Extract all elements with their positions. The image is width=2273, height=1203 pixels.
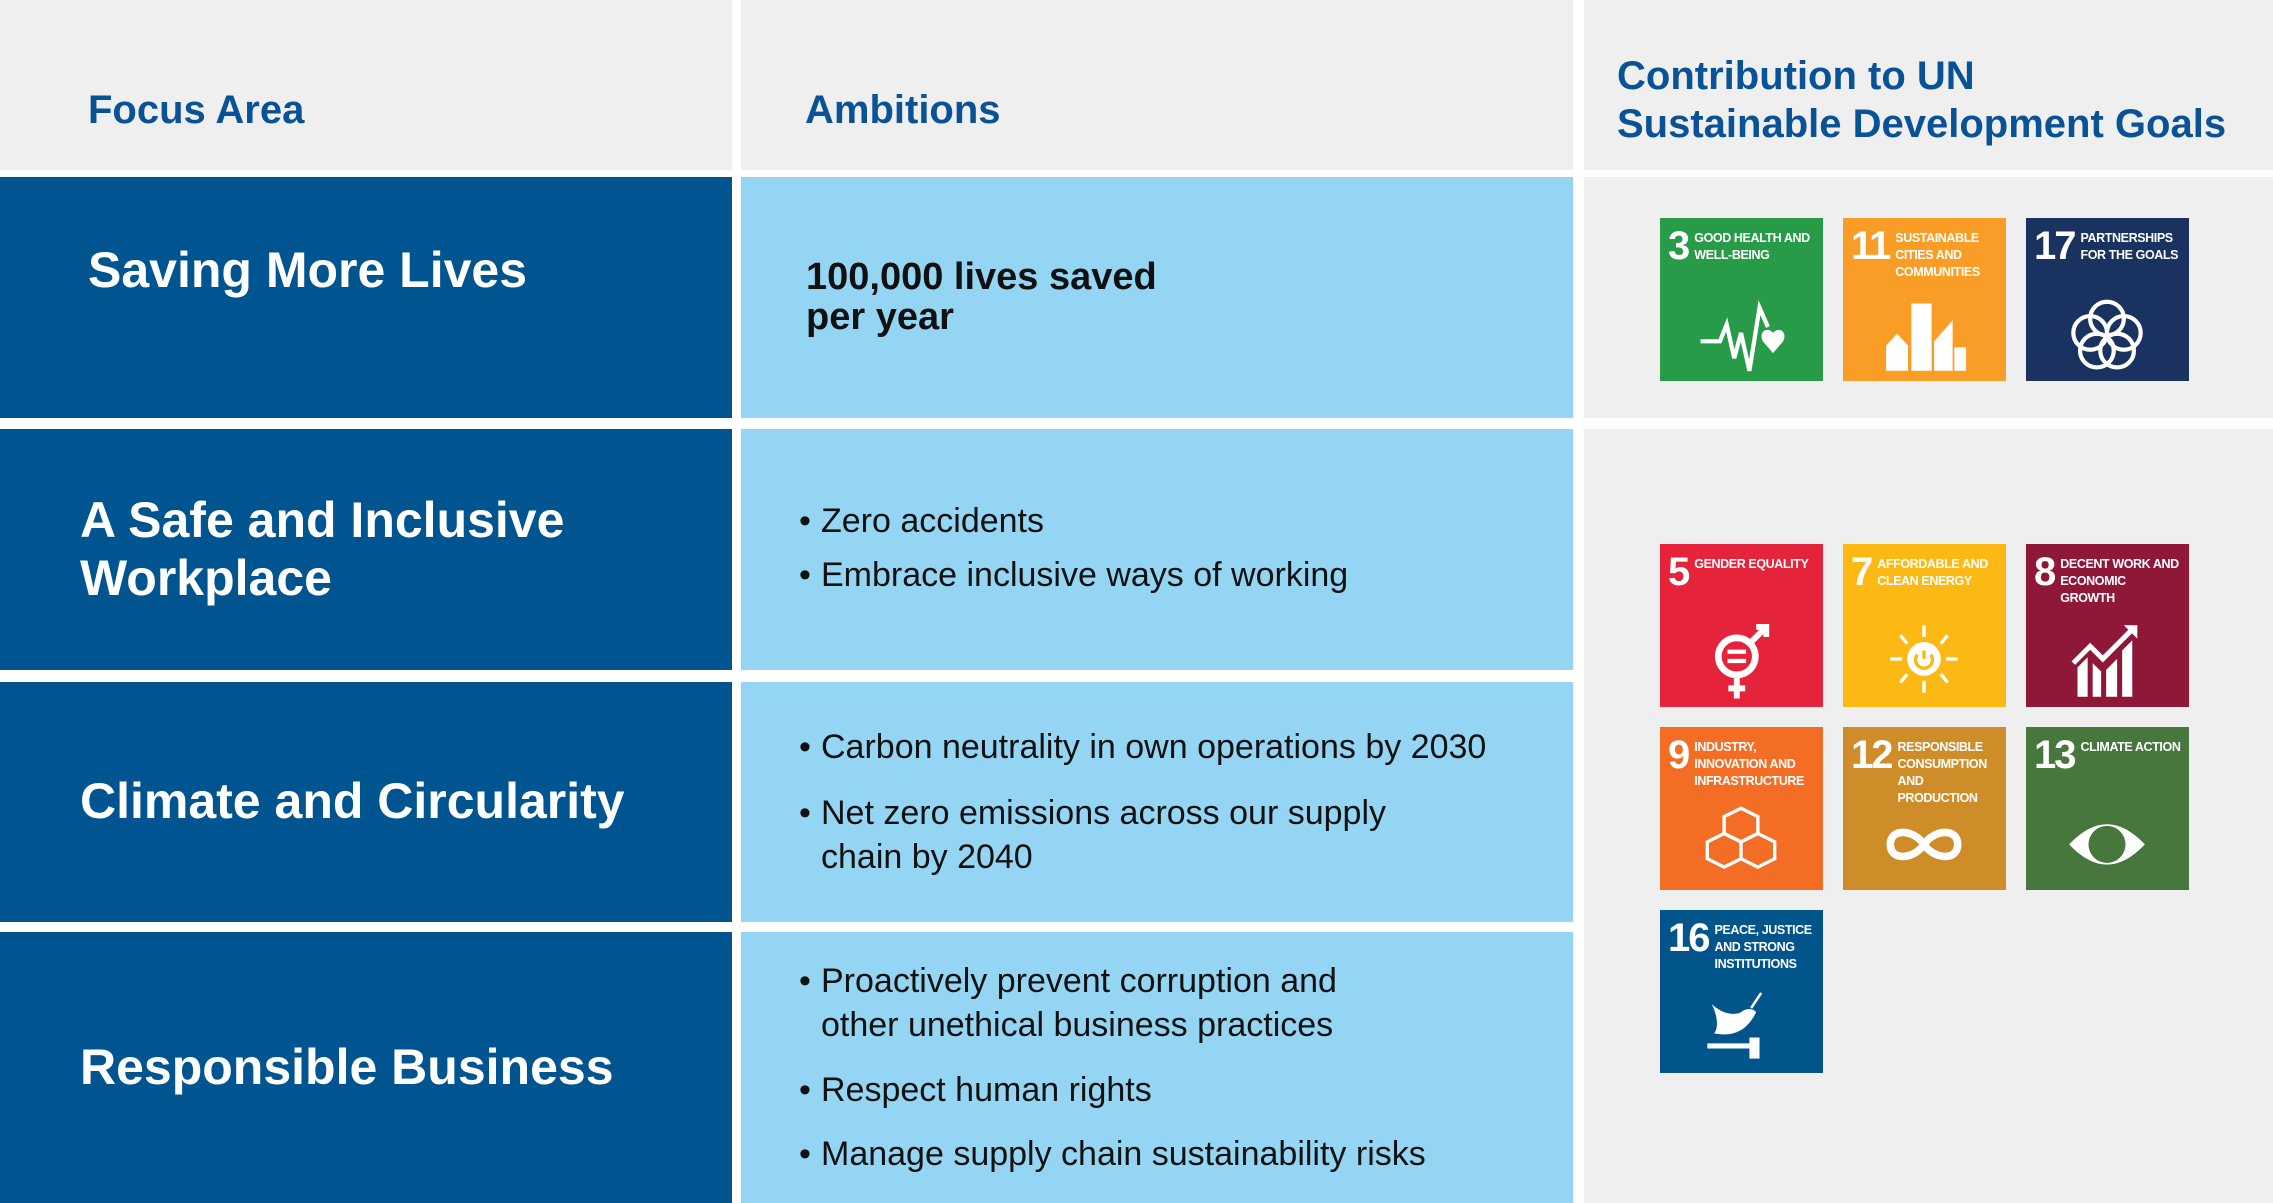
infinity-icon [1886,828,1962,861]
sdg-tile-header: 11 Sustainable cities and communities [1851,224,2000,281]
ambition-bullet: Respect human rights [799,1068,1573,1112]
sdg-tile-header: 12 Responsible consumption and production [1851,733,2000,807]
sdg-tile-header: 13 Climate action [2034,733,2183,777]
sdg-tile-3: 3 Good health and well-being [1660,218,1823,381]
sun-power-icon [1890,625,1958,693]
focus-title: A Safe and Inclusive Workplace [80,492,565,606]
sdg-label: Climate action [2080,740,2181,754]
sdg-tile-header: 16 Peace, justice and strong institutions [1668,916,1817,973]
focus-title: Saving More Lives [88,242,528,298]
sdg-label: Decent work and economic growth [2060,557,2179,605]
sdg-label: Partnerships for the goals [2080,231,2179,262]
ambition-safe-inclusive-workplace: Zero accidents Embrace inclusive ways of … [741,429,1573,670]
sdg-label: Gender equality [1694,557,1809,571]
ambition-text: 100,000 lives saved [806,255,1157,298]
header-label: Ambitions [805,88,1001,132]
ambition-bullet: Embrace inclusive ways of working [799,553,1573,597]
ambition-bullet: Zero accidents [799,499,1573,543]
header-focus-area: Focus Area [0,0,732,170]
sdg-tile-header: 7 Affordable and clean energy [1851,550,2000,594]
sdg-number: 16 [1668,916,1710,960]
sdg-number: 5 [1668,550,1690,594]
focus-safe-inclusive-workplace: A Safe and Inclusive Workplace [0,429,732,670]
sdg-number: 13 [2034,733,2076,777]
sdg-tile-header: 17 Partnerships for the goals [2034,224,2183,268]
focus-saving-more-lives: Saving More Lives [0,177,732,418]
sdg-label: Good health and well-being [1694,231,1810,262]
cubes-icon [1705,806,1777,870]
sdg-tile-5: 5 Gender equality [1660,544,1823,707]
sdg-tile-header: 8 Decent work and economic growth [2034,550,2183,607]
sdg-tile-7: 7 Affordable and clean energy [1843,544,2006,707]
sdg-number: 7 [1851,550,1873,594]
city-icon [1886,303,1967,371]
focus-climate-circularity: Climate and Circularity [0,682,732,922]
sdg-number: 12 [1851,733,1893,777]
heartbeat-icon [1700,300,1785,372]
focus-title: Responsible Business [80,1038,614,1095]
ambition-saving-more-lives: 100,000 lives saved per year [741,177,1573,418]
sdg-label: Affordable and clean energy [1877,557,1988,588]
header-sdg: Contribution to UN Sustainable Developmen… [1584,0,2273,170]
sdg-tile-11: 11 Sustainable cities and communities [1843,218,2006,381]
sdg-tile-13: 13 Climate action [2026,727,2189,890]
sdg-label: Industry, innovation and infrastructure [1694,740,1804,788]
dove-gavel-icon [1707,992,1763,1059]
sdg-label: Peace, justice and strong institutions [1714,923,1813,971]
sdg-tile-12: 12 Responsible consumption and production [1843,727,2006,890]
ambition-bullet: Net zero emissions across our supply cha… [799,791,1439,879]
header-ambitions: Ambitions [741,0,1573,170]
header-label-line2: Sustainable Development Goals [1617,102,2227,146]
sdg-number: 3 [1668,224,1690,268]
sdg-label: Sustainable cities and communities [1895,231,1980,279]
sdg-tile-header: 5 Gender equality [1668,550,1817,594]
ambition-climate-circularity: Carbon neutrality in own operations by 2… [741,682,1573,922]
partnership-rings-icon [2071,299,2143,370]
ambition-bullet: Proactively prevent corruption and other… [799,959,1359,1047]
gender-equality-icon [1714,623,1770,699]
sdg-tile-header: 3 Good health and well-being [1668,224,1817,268]
header-label-line1: Contribution to UN [1617,54,1975,98]
sdg-number: 17 [2034,224,2076,268]
header-label: Focus Area [88,88,305,132]
sdg-label: Responsible consumption and production [1897,740,1988,805]
sdg-number: 9 [1668,733,1690,777]
sdg-number: 11 [1851,224,1891,268]
focus-responsible-business: Responsible Business [0,932,732,1203]
ambition-text: per year [806,295,954,338]
sdg-tile-8: 8 Decent work and economic growth [2026,544,2189,707]
sdg-tile-header: 9 Industry, innovation and infrastructure [1668,733,1817,790]
ambition-responsible-business: Proactively prevent corruption and other… [741,932,1573,1203]
sdg-number: 8 [2034,550,2056,594]
header-label: Contribution to UN Sustainable Developmen… [1617,52,2226,148]
focus-title: Climate and Circularity [80,773,625,830]
ambition-bullet: Carbon neutrality in own operations by 2… [799,725,1539,769]
sdg-tile-17: 17 Partnerships for the goals [2026,218,2189,381]
ambition-bullet: Manage supply chain sustainability risks [799,1132,1573,1176]
sdg-tile-16: 16 Peace, justice and strong institutions [1660,910,1823,1073]
eye-globe-icon [2069,824,2145,865]
growth-chart-icon [2071,625,2138,697]
sdg-tile-9: 9 Industry, innovation and infrastructure [1660,727,1823,890]
